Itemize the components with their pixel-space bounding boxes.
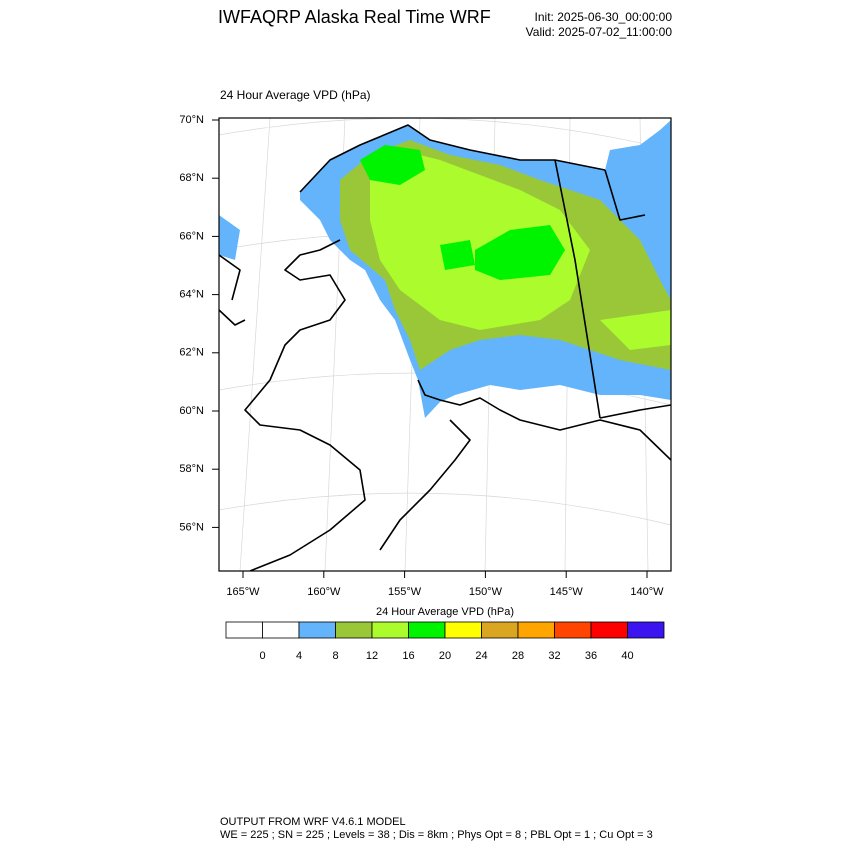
colorbar: 0 4 8 12 16 20 24 28 32 36 40 (225, 621, 665, 662)
valid-time: Valid: 2025-07-02_11:00:00 (526, 25, 673, 39)
coastline (219, 124, 671, 571)
colorbar-label: 40 (621, 650, 633, 662)
colorbar-box (517, 621, 555, 639)
colorbar-label: 4 (296, 650, 302, 662)
lon-label: 155°W (388, 586, 422, 598)
field-green (360, 145, 565, 280)
map-frame (218, 117, 672, 572)
colorbar-box (408, 621, 446, 639)
plot-title: 24 Hour Average VPD (hPa) (220, 88, 371, 102)
colorbar-box (481, 621, 519, 639)
colorbar-box (298, 621, 336, 639)
colorbar-label: 36 (585, 650, 597, 662)
lat-label: 70°N (179, 114, 204, 126)
lon-label: 150°W (469, 586, 503, 598)
colorbar-box (444, 621, 482, 639)
colorbar-box (590, 621, 628, 639)
colorbar-box (262, 621, 300, 639)
colorbar-label: 12 (366, 650, 378, 662)
colorbar-label: 16 (402, 650, 414, 662)
colorbar-box (225, 621, 263, 639)
colorbar-label: 32 (548, 650, 560, 662)
footer-line: WE = 225 ; SN = 225 ; Levels = 38 ; Dis … (220, 829, 653, 841)
lat-label: 56°N (179, 521, 204, 533)
colorbar-box (335, 621, 373, 639)
colorbar-title: 24 Hour Average VPD (hPa) (376, 606, 514, 618)
map (219, 118, 671, 571)
lat-label: 68°N (179, 172, 204, 184)
border (554, 159, 671, 419)
lat-label: 66°N (179, 230, 204, 242)
lon-label: 140°W (630, 586, 664, 598)
colorbar-label: 28 (512, 650, 524, 662)
colorbar-label: 0 (259, 650, 265, 662)
footer-line: OUTPUT FROM WRF V4.6.1 MODEL (220, 816, 406, 828)
lon-label: 165°W (226, 586, 260, 598)
colorbar-box (627, 621, 665, 639)
colorbar-box (371, 621, 409, 639)
init-time: Init: 2025-06-30_00:00:00 (535, 10, 673, 24)
colorbar-box (554, 621, 592, 639)
colorbar-label: 20 (439, 650, 451, 662)
lon-label: 145°W (550, 586, 584, 598)
lat-label: 64°N (179, 289, 204, 301)
lon-label: 160°W (307, 586, 341, 598)
lat-label: 60°N (179, 405, 204, 417)
lat-label: 62°N (179, 347, 204, 359)
colorbar-label: 24 (475, 650, 487, 662)
title: IWFAQRP Alaska Real Time WRF (218, 7, 491, 27)
colorbar-label: 8 (332, 650, 338, 662)
lat-label: 58°N (179, 463, 204, 475)
